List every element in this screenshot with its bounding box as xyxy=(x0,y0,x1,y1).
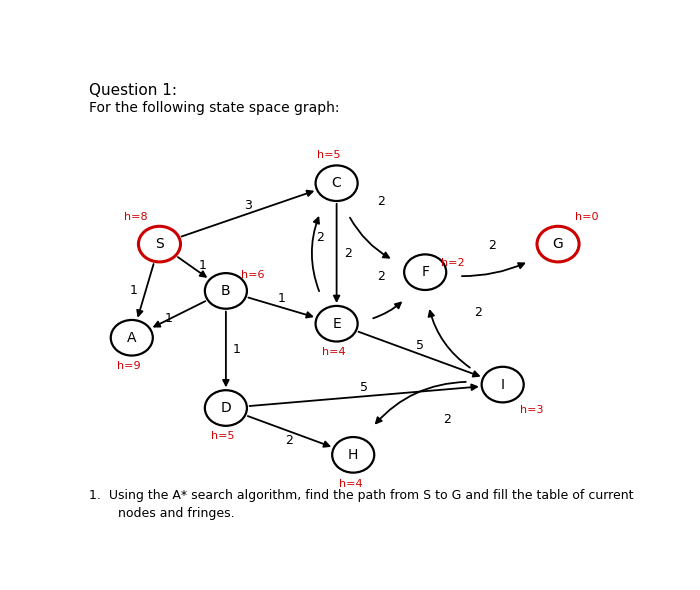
Text: h=2: h=2 xyxy=(441,258,465,268)
Text: h=3: h=3 xyxy=(519,405,543,415)
Text: For the following state space graph:: For the following state space graph: xyxy=(89,101,339,115)
FancyArrowPatch shape xyxy=(462,263,524,276)
Text: B: B xyxy=(221,284,231,298)
Text: E: E xyxy=(332,317,341,331)
Text: 5: 5 xyxy=(360,381,368,394)
Text: 2: 2 xyxy=(488,238,496,251)
Text: S: S xyxy=(155,237,164,251)
FancyArrowPatch shape xyxy=(312,218,319,291)
Text: 2: 2 xyxy=(377,270,385,283)
Text: h=5: h=5 xyxy=(211,431,235,441)
Text: 2: 2 xyxy=(443,413,452,426)
Text: 1: 1 xyxy=(199,258,206,271)
Text: 1: 1 xyxy=(165,312,173,325)
Text: A: A xyxy=(127,331,136,345)
Text: h=8: h=8 xyxy=(125,212,148,222)
Text: 2: 2 xyxy=(377,195,385,208)
Text: I: I xyxy=(500,378,505,392)
Text: 2: 2 xyxy=(286,434,293,447)
Text: h=5: h=5 xyxy=(316,150,340,160)
Text: G: G xyxy=(553,237,564,251)
Text: 1: 1 xyxy=(233,343,241,356)
Text: 2: 2 xyxy=(344,247,351,260)
Text: 5: 5 xyxy=(416,339,423,352)
Text: h=4: h=4 xyxy=(322,347,346,357)
Text: 1: 1 xyxy=(277,293,285,306)
FancyArrowPatch shape xyxy=(428,311,470,368)
Text: F: F xyxy=(421,265,429,279)
Text: h=0: h=0 xyxy=(575,212,598,222)
Text: 1.  Using the A* search algorithm, find the path from S to G and fill the table : 1. Using the A* search algorithm, find t… xyxy=(89,489,633,502)
Text: C: C xyxy=(332,176,342,190)
Text: H: H xyxy=(348,448,358,462)
FancyArrowPatch shape xyxy=(373,303,401,318)
FancyArrowPatch shape xyxy=(350,218,389,258)
Text: D: D xyxy=(220,401,231,415)
Text: Question 1:: Question 1: xyxy=(89,83,176,97)
FancyArrowPatch shape xyxy=(376,382,466,423)
Text: 2: 2 xyxy=(316,231,324,244)
Text: 1: 1 xyxy=(130,284,137,297)
Text: h=6: h=6 xyxy=(241,270,264,280)
Text: 2: 2 xyxy=(474,306,482,319)
Text: h=4: h=4 xyxy=(339,479,363,489)
Text: nodes and fringes.: nodes and fringes. xyxy=(118,507,234,520)
Text: h=9: h=9 xyxy=(117,361,141,371)
Text: 3: 3 xyxy=(244,199,252,212)
